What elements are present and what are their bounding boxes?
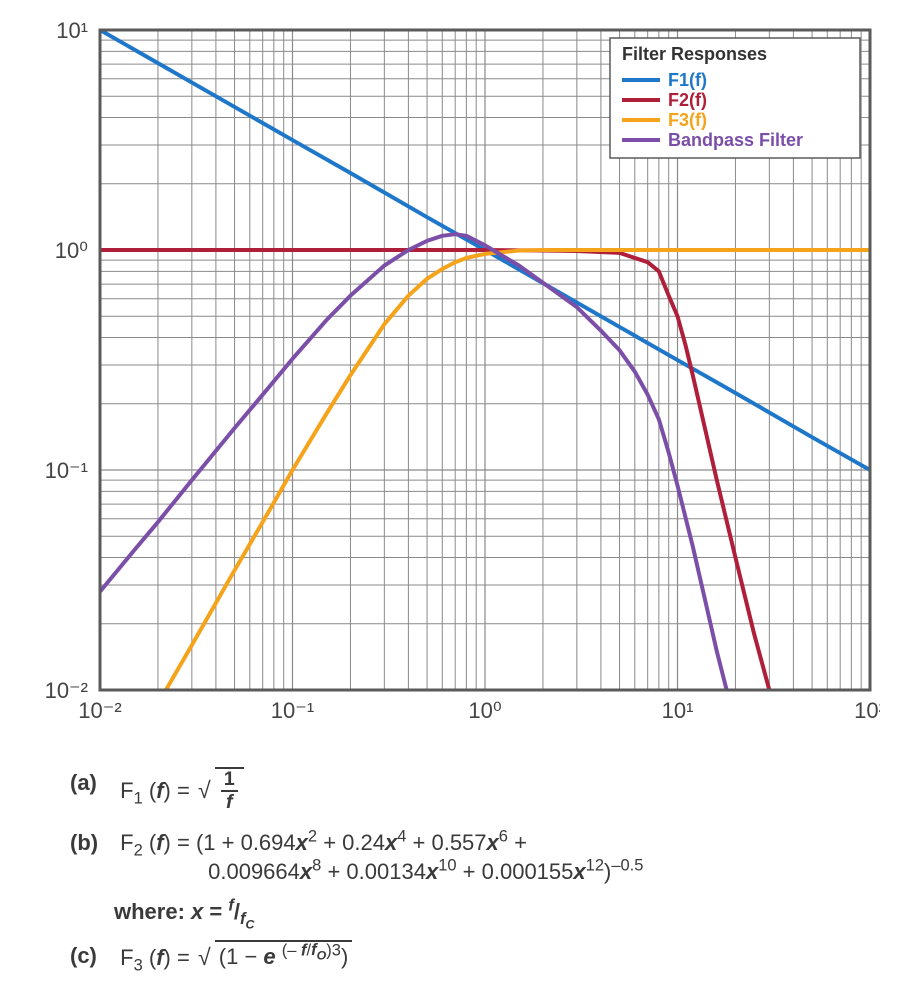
equations-block: (a) F1 (f) = 1 f (b) F2 (f) = (1 + 0.	[70, 768, 880, 973]
svg-text:10¹: 10¹	[56, 20, 88, 43]
svg-text:10⁻¹: 10⁻¹	[45, 458, 88, 483]
eq-c-lhs: F3 (f) =	[120, 945, 196, 970]
svg-text:10⁰: 10⁰	[468, 698, 501, 723]
svg-text:10⁰: 10⁰	[55, 238, 88, 263]
page: 10⁻²10⁻¹10⁰10¹10²10⁻²10⁻¹10⁰10¹Filter Re…	[0, 0, 900, 1006]
eq-c-body: F3 (f) = (1 − e (– f/fO)3)	[120, 941, 352, 973]
eq-a-frac: 1 f	[221, 769, 238, 813]
svg-text:10⁻²: 10⁻²	[45, 678, 88, 703]
eq-c-label: (c)	[70, 941, 114, 971]
eq-a-label: (a)	[70, 768, 114, 798]
svg-text:10²: 10²	[854, 698, 880, 723]
eq-a-body: F1 (f) = 1 f	[120, 768, 244, 814]
eq-a-lhs: F1 (f) =	[120, 778, 196, 803]
eq-a-sqrt: 1 f	[196, 768, 244, 814]
eq-b-where: where: x = f/fC	[114, 897, 880, 927]
eq-c-sqrt: (1 − e (– f/fO)3)	[196, 941, 352, 973]
eq-b-lhs: F2 (f) =	[120, 830, 196, 855]
eq-b-label: (b)	[70, 828, 114, 858]
equation-c: (c) F3 (f) = (1 − e (– f/fO)3)	[70, 941, 880, 973]
svg-text:F2(f): F2(f)	[668, 90, 707, 110]
eq-b-line2: 0.009664x8 + 0.00134x10 + 0.000155x12)–0…	[208, 859, 643, 884]
eq-b-line1: (1 + 0.694x2 + 0.24x4 + 0.557x6 +	[196, 830, 527, 855]
equation-b: (b) F2 (f) = (1 + 0.694x2 + 0.24x4 + 0.5…	[70, 828, 880, 887]
filter-response-chart: 10⁻²10⁻¹10⁰10¹10²10⁻²10⁻¹10⁰10¹Filter Re…	[20, 20, 880, 740]
eq-b-where-label: where:	[114, 899, 191, 924]
svg-text:Bandpass Filter: Bandpass Filter	[668, 130, 803, 150]
eq-a-den: f	[221, 792, 238, 813]
chart-container: 10⁻²10⁻¹10⁰10¹10²10⁻²10⁻¹10⁰10¹Filter Re…	[20, 20, 880, 740]
svg-text:10¹: 10¹	[662, 698, 694, 723]
eq-c-rad: (1 − e (– f/fO)3)	[215, 940, 353, 972]
svg-text:10⁻¹: 10⁻¹	[271, 698, 314, 723]
equation-a: (a) F1 (f) = 1 f	[70, 768, 880, 814]
svg-text:F1(f): F1(f)	[668, 70, 707, 90]
eq-b-body: F2 (f) = (1 + 0.694x2 + 0.24x4 + 0.557x6…	[120, 828, 643, 887]
eq-b-where-x: x	[191, 899, 203, 924]
svg-text:Filter Responses: Filter Responses	[622, 44, 767, 64]
eq-b-where-frac: f/fC	[228, 899, 254, 924]
eq-a-num: 1	[221, 769, 238, 792]
svg-text:F3(f): F3(f)	[668, 110, 707, 130]
